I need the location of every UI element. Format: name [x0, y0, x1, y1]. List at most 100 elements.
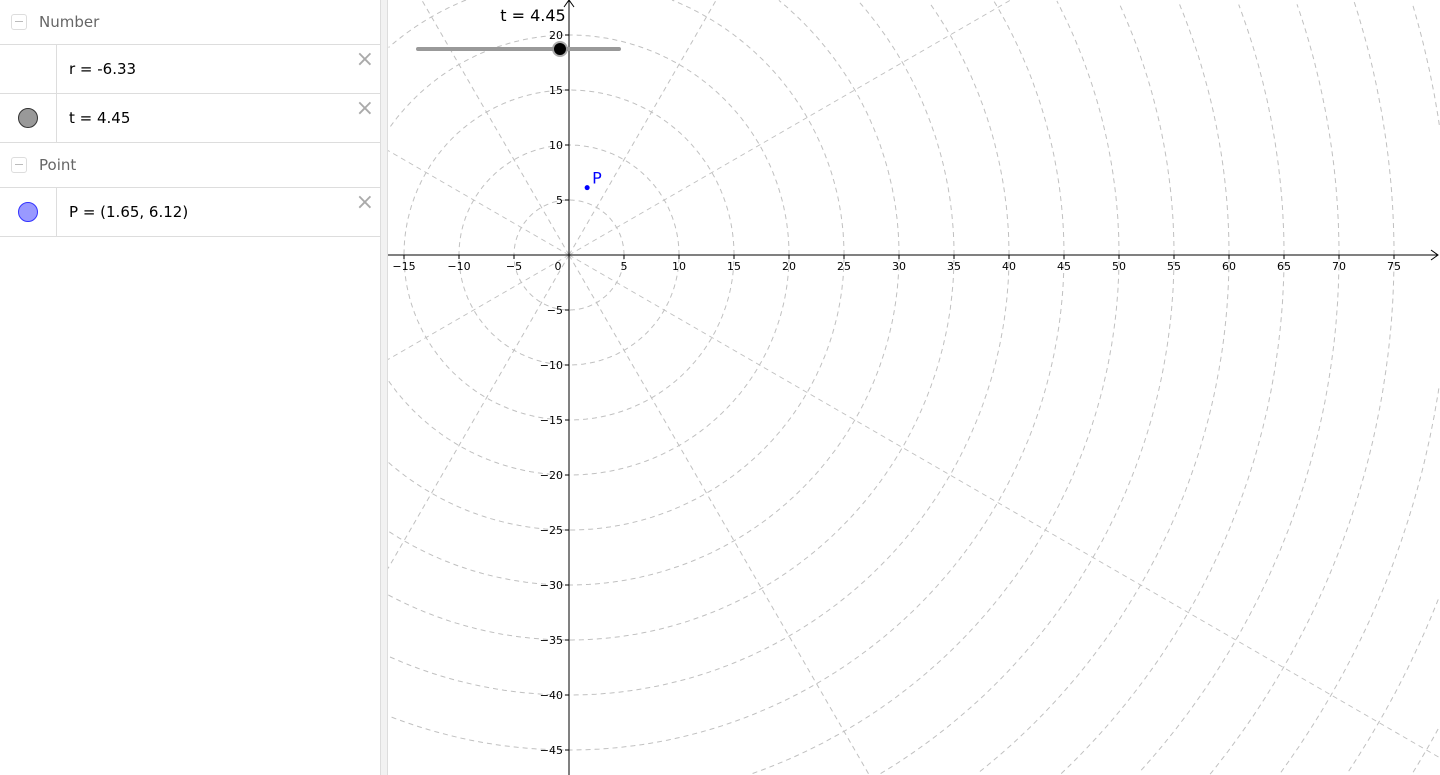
grid-ray [568, 254, 870, 775]
marble-icon[interactable] [18, 202, 38, 222]
algebra-expression[interactable]: P = (1.65, 6.12) [69, 203, 189, 221]
x-tick-label: 40 [1002, 260, 1016, 273]
point-p-dot[interactable] [584, 185, 590, 191]
grid-circle [391, 255, 1065, 751]
x-axis-arrow-icon [1430, 249, 1439, 261]
y-tick-label: −15 [540, 414, 563, 427]
x-tick-label: 35 [947, 260, 961, 273]
grid-circle [992, 0, 1065, 255]
grid-circle [388, 255, 955, 641]
group-header-point[interactable]: Point [0, 143, 380, 188]
grid-circle [1178, 2, 1230, 255]
x-tick-label: 65 [1277, 260, 1291, 273]
x-tick-label: −5 [506, 260, 522, 273]
x-tick-label: 30 [892, 260, 906, 273]
grid-circle [1209, 255, 1395, 775]
grid-circle [1296, 4, 1340, 255]
y-tick-label: −25 [540, 524, 563, 537]
grid-circle [1056, 0, 1120, 255]
grid-ray [388, 254, 570, 360]
x-tick-label: 45 [1057, 260, 1071, 273]
x-tick-label: 60 [1222, 260, 1236, 273]
grid-circle [1140, 255, 1340, 771]
grid-circle [880, 255, 1175, 775]
delete-icon[interactable]: × [355, 47, 374, 72]
grid-circle [778, 0, 900, 255]
grid-ray [568, 254, 1440, 759]
x-tick-label: 75 [1387, 260, 1401, 273]
grid-ray [568, 0, 1011, 256]
collapse-icon[interactable] [11, 157, 27, 173]
polar-grid [388, 0, 1440, 775]
slider-t[interactable]: t = 4.45 [416, 6, 621, 57]
grid-circle [1060, 255, 1285, 774]
axes [388, 0, 1439, 775]
y-tick-label: −5 [547, 304, 563, 317]
visibility-toggle[interactable] [0, 45, 57, 93]
y-tick-label: 20 [549, 29, 563, 42]
grid-circle [389, 255, 900, 586]
x-tick-label: 20 [782, 260, 796, 273]
x-tick-label: 15 [727, 260, 741, 273]
y-tick-label: −35 [540, 634, 563, 647]
group-header-number[interactable]: Number [0, 0, 380, 45]
grid-ray [421, 0, 570, 256]
grid-circle [388, 34, 790, 255]
x-tick-label: −10 [447, 260, 470, 273]
grid-circle [1119, 3, 1175, 255]
x-tick-label: 70 [1332, 260, 1346, 273]
grid-ray [388, 254, 570, 569]
x-tick-label: 55 [1167, 260, 1181, 273]
grid-circle [1353, 0, 1395, 255]
algebra-item-p[interactable]: P = (1.65, 6.12) × [0, 188, 380, 237]
group-label: Point [39, 156, 77, 174]
y-tick-label: 5 [556, 194, 563, 207]
visibility-toggle[interactable] [0, 94, 57, 142]
algebra-item-t[interactable]: t = 4.45 × [0, 94, 380, 143]
point-p-label[interactable]: P [592, 169, 602, 188]
grid-circle [1348, 597, 1440, 772]
grid-circle [928, 2, 1010, 255]
slider-handle[interactable] [554, 43, 566, 55]
group-label: Number [39, 13, 100, 31]
y-tick-label: 10 [549, 139, 563, 152]
grid-circle [752, 255, 1120, 774]
delete-icon[interactable]: × [355, 190, 374, 215]
slider-label: t = 4.45 [500, 6, 565, 25]
view-splitter[interactable] [381, 0, 388, 775]
grid-circle [1238, 4, 1285, 255]
marble-icon[interactable] [18, 108, 38, 128]
grid-ray [388, 150, 570, 256]
algebra-expression[interactable]: r = -6.33 [69, 60, 137, 78]
y-tick-label: −40 [540, 689, 563, 702]
x-tick-label: 50 [1112, 260, 1126, 273]
algebra-item-r[interactable]: r = -6.33 × [0, 45, 380, 94]
y-tick-label: −20 [540, 469, 563, 482]
y-tick-label: 15 [549, 84, 563, 97]
grid-circle [1412, 4, 1440, 125]
collapse-icon[interactable] [11, 14, 27, 30]
x-tick-label: 25 [837, 260, 851, 273]
algebra-view: Number r = -6.33 × t = 4.45 × Point P = … [0, 0, 381, 775]
grid-circle [388, 255, 790, 476]
delete-icon[interactable]: × [355, 96, 374, 121]
x-tick-label: 10 [672, 260, 686, 273]
visibility-toggle[interactable] [0, 188, 57, 236]
grid-circle [389, 255, 1010, 696]
grid-circle [671, 0, 845, 255]
y-tick-label: −10 [540, 359, 563, 372]
y-tick-label: −45 [540, 744, 563, 757]
grid-circle [859, 2, 955, 255]
x-tick-label: −15 [392, 260, 415, 273]
grid-circle [388, 255, 845, 531]
y-tick-label: −30 [540, 579, 563, 592]
grid-circle [1412, 727, 1440, 773]
graphics-view[interactable]: −15 −10 −5 0 5 10 15 20 25 30 35 40 45 50 55 60 65 70 75 20… [388, 0, 1440, 775]
grid-ray [568, 0, 717, 256]
y-axis-arrow-icon [563, 0, 575, 8]
x-tick-label: 5 [621, 260, 628, 273]
x-tick-label: 0 [555, 260, 562, 273]
grid-circle [388, 0, 467, 48]
point-p[interactable]: P [584, 169, 603, 191]
algebra-expression[interactable]: t = 4.45 [69, 109, 131, 127]
